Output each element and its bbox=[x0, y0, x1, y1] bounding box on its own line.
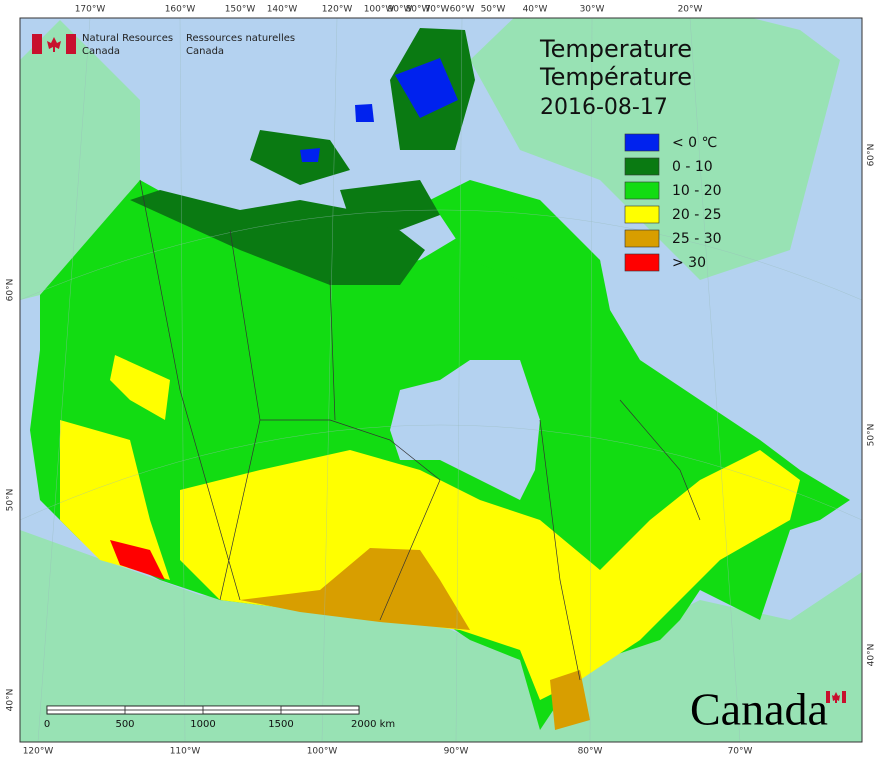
scale-bar-segment bbox=[280, 709, 360, 715]
graticule-label-right: 40°N bbox=[867, 644, 877, 667]
graticule-label-right: 60°N bbox=[867, 144, 877, 167]
title-fr: Température bbox=[539, 63, 692, 91]
wordmark-text: Canada bbox=[690, 684, 828, 735]
graticule-label-top: 20°W bbox=[678, 5, 703, 15]
scale-bar bbox=[46, 705, 360, 715]
scale-bar-label: 500 bbox=[115, 719, 134, 730]
graticule-label-left: 60°N bbox=[6, 279, 16, 302]
legend-label: 10 - 20 bbox=[672, 183, 722, 199]
scale-bar-label: 1500 bbox=[268, 719, 293, 730]
ice-cap bbox=[395, 58, 458, 118]
graticule-label-top: 160°W bbox=[165, 5, 196, 15]
legend-swatch bbox=[624, 229, 660, 248]
org-name-en: Canada bbox=[82, 46, 120, 57]
baffin-island bbox=[430, 180, 610, 330]
graticule-label-top: 40°W bbox=[523, 5, 548, 15]
canada-wordmark: Canada bbox=[690, 684, 846, 735]
org-name-en: Natural Resources bbox=[82, 33, 173, 44]
graticule-label-bottom: 120°W bbox=[23, 747, 54, 757]
scale-bar-segment bbox=[202, 705, 282, 711]
maple-leaf bbox=[47, 37, 61, 52]
graticule-label-top: 90°W bbox=[388, 5, 413, 15]
legend-label: < 0 ℃ bbox=[672, 135, 717, 151]
graticule-label-top: 70°W bbox=[425, 5, 450, 15]
graticule-label-top: 50°W bbox=[481, 5, 506, 15]
legend: < 0 ℃ 0 - 10 10 - 20 20 - 25 25 - 30 > 30 bbox=[624, 133, 722, 272]
graticule-label-top: 30°W bbox=[580, 5, 605, 15]
graticule-label-bottom: 100°W bbox=[307, 747, 338, 757]
graticule-label-top: 60°W bbox=[450, 5, 475, 15]
graticule-label-bottom: 80°W bbox=[578, 747, 603, 757]
map-border bbox=[19, 17, 863, 743]
warm-zone bbox=[60, 420, 170, 580]
ice-cap bbox=[355, 104, 374, 122]
title-en: Temperature bbox=[539, 35, 692, 63]
legend-swatch bbox=[624, 157, 660, 176]
legend-swatch bbox=[624, 205, 660, 224]
legend-label: 0 - 10 bbox=[672, 159, 713, 175]
arctic-island bbox=[340, 180, 440, 230]
graticule-label-top: 150°W bbox=[225, 5, 256, 15]
wordmark-leaf bbox=[832, 692, 840, 703]
legend-swatch bbox=[624, 181, 660, 200]
graticule-label-left: 50°N bbox=[6, 489, 16, 512]
warm-zone bbox=[110, 355, 170, 420]
map-frame bbox=[19, 17, 863, 743]
legend-swatch bbox=[624, 253, 660, 272]
provincial-borders bbox=[139, 179, 701, 681]
org-name-fr: Ressources naturelles bbox=[186, 33, 295, 44]
usa-land bbox=[20, 530, 862, 742]
flag-bar bbox=[32, 34, 42, 54]
very-hot-zone bbox=[110, 540, 165, 580]
graticule-label-bottom: 90°W bbox=[444, 747, 469, 757]
legend-swatch bbox=[624, 133, 660, 152]
graticule-lines bbox=[20, 18, 862, 742]
scale-bar-label: 0 bbox=[44, 719, 50, 730]
flag-bar bbox=[66, 34, 76, 54]
warm-zone bbox=[180, 450, 800, 700]
title-date: 2016-08-17 bbox=[540, 95, 668, 120]
org-name-fr: Canada bbox=[186, 46, 224, 57]
legend-label: 20 - 25 bbox=[672, 207, 722, 223]
legend-label: > 30 bbox=[672, 255, 706, 271]
graticule-label-top: 170°W bbox=[75, 5, 106, 15]
graticule-label-right: 50°N bbox=[867, 424, 877, 447]
scale-bar-segment bbox=[124, 709, 204, 715]
hudson-bay bbox=[390, 360, 540, 500]
graticule-label-left: 40°N bbox=[6, 689, 16, 712]
graticule-label-bottom: 70°W bbox=[728, 747, 753, 757]
wordmark-flag bbox=[826, 691, 830, 703]
graticule-label-bottom: 110°W bbox=[170, 747, 201, 757]
scale-bar-segment bbox=[46, 705, 126, 711]
scale-bar-label: 2000 km bbox=[351, 719, 395, 730]
arctic-island bbox=[250, 130, 350, 185]
graticule-label-top: 140°W bbox=[267, 5, 298, 15]
wordmark-flag bbox=[842, 691, 846, 703]
graticule-label-top: 120°W bbox=[322, 5, 353, 15]
hot-zone bbox=[550, 670, 590, 730]
ice-cap bbox=[300, 148, 320, 162]
legend-label: 25 - 30 bbox=[672, 231, 722, 247]
graticule-label-top: 80°W bbox=[406, 5, 431, 15]
hot-zone bbox=[240, 548, 470, 630]
nrcan-logo bbox=[32, 34, 76, 54]
graticule-label-top: 100°W bbox=[364, 5, 395, 15]
scale-bar-label: 1000 bbox=[190, 719, 215, 730]
